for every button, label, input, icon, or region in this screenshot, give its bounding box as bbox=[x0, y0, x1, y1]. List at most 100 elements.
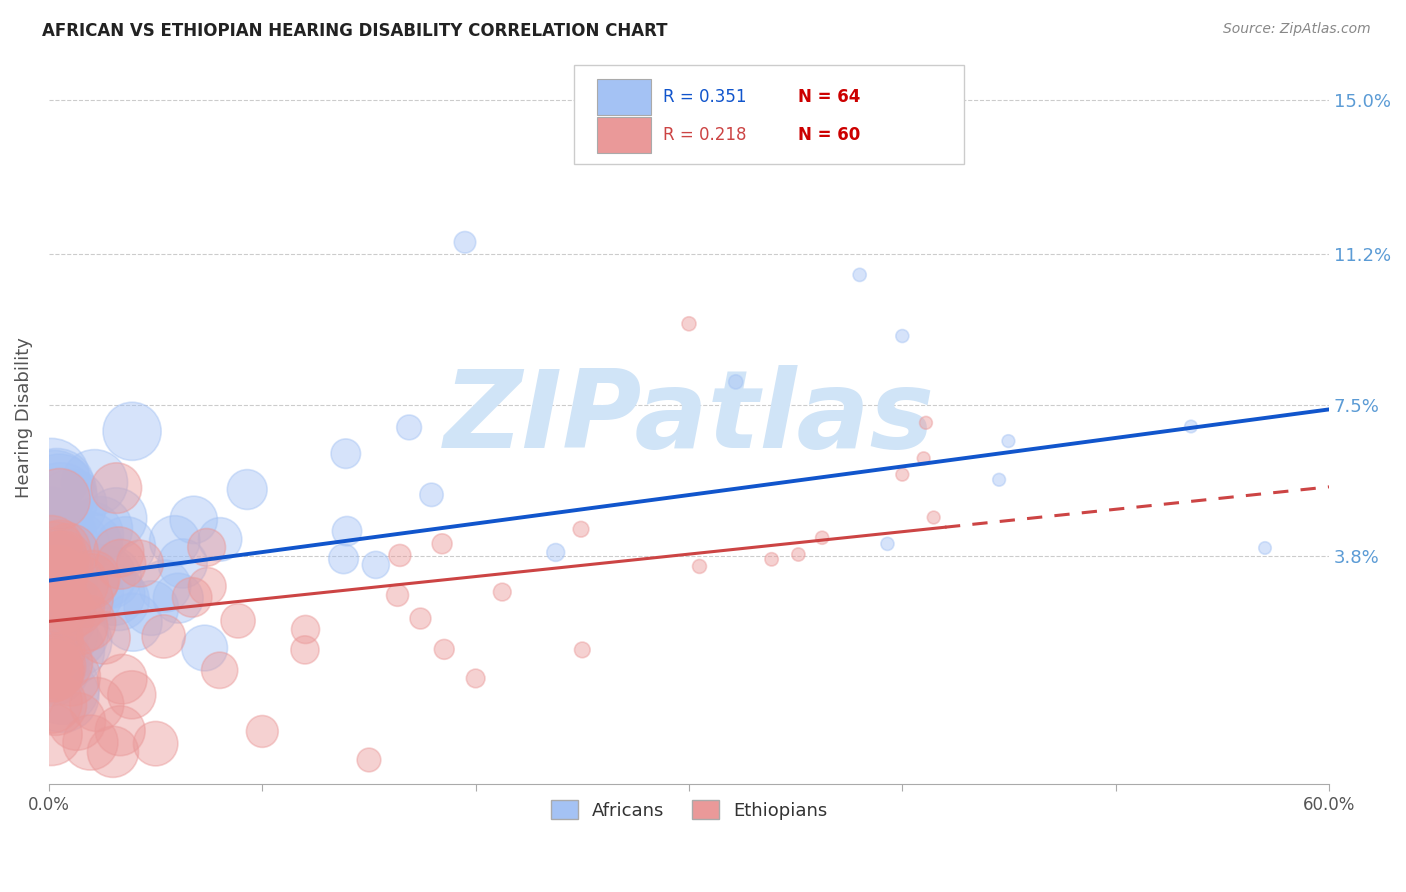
Point bbox=[915, 416, 938, 430]
Point bbox=[294, 623, 316, 637]
Point bbox=[45, 479, 67, 493]
Point bbox=[464, 672, 486, 686]
Point bbox=[83, 475, 105, 490]
Point bbox=[114, 540, 136, 554]
Point bbox=[79, 528, 101, 542]
Point bbox=[48, 484, 70, 499]
Point bbox=[811, 531, 834, 545]
Point bbox=[44, 481, 66, 495]
Point bbox=[121, 425, 143, 439]
Point bbox=[891, 329, 914, 343]
Point bbox=[49, 543, 72, 558]
Point bbox=[544, 545, 567, 559]
Point bbox=[82, 571, 104, 585]
Point bbox=[111, 672, 134, 686]
Point bbox=[53, 551, 76, 566]
Point bbox=[145, 737, 167, 751]
Point bbox=[787, 548, 810, 562]
Point bbox=[252, 724, 274, 739]
Point bbox=[491, 585, 513, 599]
Point bbox=[51, 689, 73, 703]
Point bbox=[689, 559, 711, 574]
Point bbox=[42, 573, 65, 587]
Point bbox=[56, 583, 79, 598]
Point bbox=[58, 644, 80, 658]
Point bbox=[39, 695, 62, 709]
Point bbox=[294, 643, 316, 657]
Point bbox=[39, 661, 62, 675]
Point bbox=[49, 626, 72, 640]
Point bbox=[172, 557, 194, 571]
Point bbox=[409, 611, 432, 625]
Point bbox=[89, 522, 111, 536]
Point bbox=[49, 492, 72, 507]
Point bbox=[724, 375, 747, 389]
Point bbox=[110, 558, 132, 572]
Point bbox=[420, 488, 443, 502]
Point bbox=[44, 596, 66, 610]
Point bbox=[195, 541, 218, 555]
Point bbox=[46, 591, 69, 605]
Point bbox=[77, 615, 100, 630]
Point bbox=[433, 642, 456, 657]
Point bbox=[335, 447, 357, 461]
Point bbox=[101, 745, 124, 759]
Point bbox=[1180, 419, 1202, 434]
Point bbox=[46, 555, 69, 569]
Point bbox=[41, 664, 63, 678]
Point bbox=[209, 533, 232, 547]
Point bbox=[1254, 541, 1277, 555]
Point bbox=[922, 510, 945, 524]
Point bbox=[48, 492, 70, 507]
Text: Source: ZipAtlas.com: Source: ZipAtlas.com bbox=[1223, 22, 1371, 37]
Point bbox=[39, 585, 62, 599]
Point bbox=[93, 631, 115, 645]
Point bbox=[51, 656, 73, 670]
Point bbox=[55, 606, 77, 620]
Point bbox=[167, 591, 190, 606]
Point bbox=[42, 591, 65, 606]
Point bbox=[49, 578, 72, 592]
Point bbox=[103, 587, 125, 601]
Point bbox=[69, 577, 91, 591]
Point bbox=[336, 524, 359, 538]
Point bbox=[39, 727, 62, 741]
Point bbox=[153, 579, 176, 593]
Point bbox=[58, 546, 80, 560]
Point bbox=[66, 634, 89, 648]
Point bbox=[42, 664, 65, 678]
Text: R = 0.218: R = 0.218 bbox=[664, 126, 747, 145]
Text: R = 0.351: R = 0.351 bbox=[664, 88, 747, 106]
Point bbox=[194, 640, 217, 655]
Point bbox=[60, 669, 83, 683]
FancyBboxPatch shape bbox=[596, 78, 651, 114]
Point bbox=[357, 753, 380, 767]
Point bbox=[891, 467, 914, 482]
Point bbox=[51, 681, 73, 695]
Point bbox=[48, 608, 70, 623]
Point bbox=[181, 591, 204, 605]
Point bbox=[571, 643, 593, 657]
Point bbox=[183, 513, 205, 527]
Point bbox=[236, 483, 259, 497]
Point bbox=[121, 688, 143, 702]
Point bbox=[988, 473, 1011, 487]
Point bbox=[63, 540, 86, 554]
Point bbox=[65, 599, 87, 614]
Point bbox=[79, 735, 101, 749]
Point bbox=[86, 698, 108, 712]
Point bbox=[44, 546, 66, 560]
Text: ZIPatlas: ZIPatlas bbox=[443, 365, 935, 471]
Point bbox=[997, 434, 1019, 449]
Point bbox=[45, 698, 67, 712]
Point bbox=[761, 552, 783, 566]
Point bbox=[912, 451, 935, 466]
Point bbox=[49, 597, 72, 611]
Point bbox=[42, 643, 65, 657]
Point bbox=[105, 481, 128, 495]
Point bbox=[208, 663, 231, 677]
Point bbox=[80, 574, 103, 589]
Point bbox=[163, 533, 186, 548]
Point bbox=[39, 586, 62, 600]
Point bbox=[45, 539, 67, 553]
